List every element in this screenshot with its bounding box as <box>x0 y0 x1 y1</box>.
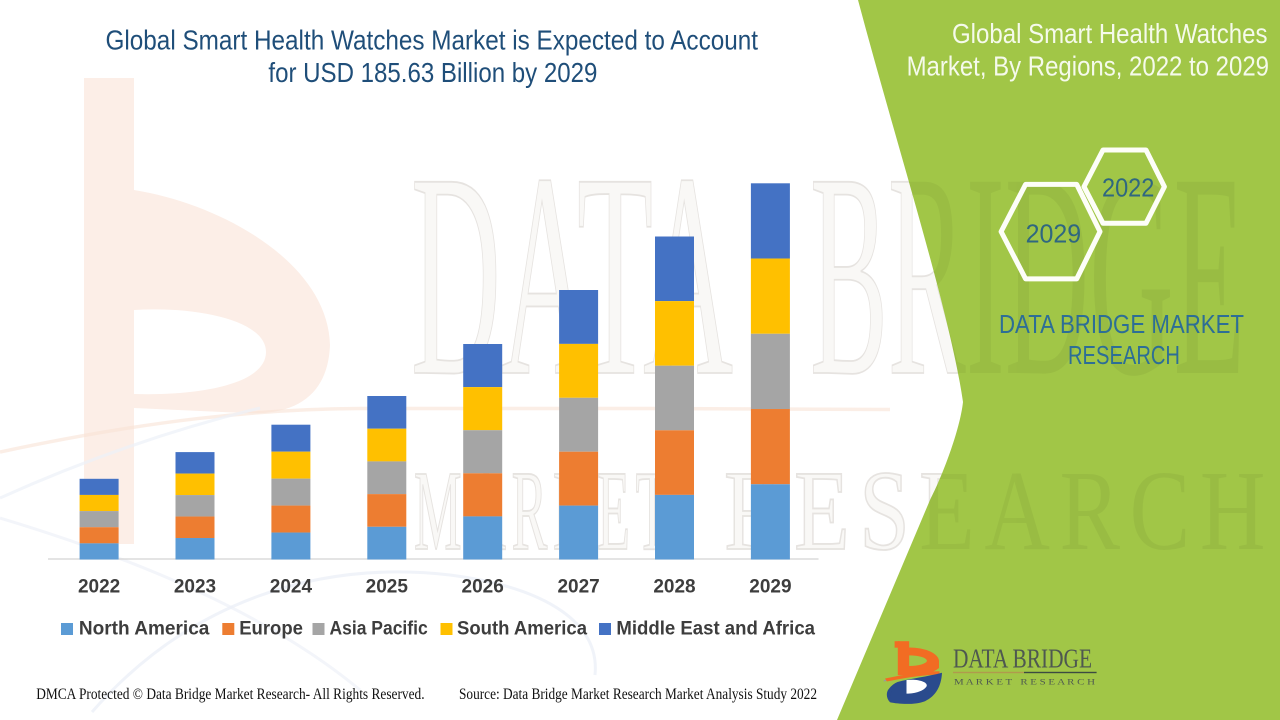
svg-text:2024: 2024 <box>270 576 313 597</box>
svg-text:2029: 2029 <box>1026 219 1082 249</box>
svg-text:2022: 2022 <box>1102 173 1154 203</box>
svg-text:2029: 2029 <box>749 576 791 597</box>
svg-text:M A R K E T R E S E A R C H: M A R K E T R E S E A R C H <box>954 678 1095 687</box>
svg-text:2022: 2022 <box>78 576 120 597</box>
svg-text:South America: South America <box>457 618 587 639</box>
svg-text:Europe: Europe <box>239 618 303 639</box>
svg-text:Middle East and Africa: Middle East and Africa <box>616 618 815 639</box>
svg-text:DMCA Protected © Data Bridge M: DMCA Protected © Data Bridge Market Rese… <box>36 686 424 703</box>
svg-text:North America: North America <box>79 618 210 639</box>
svg-text:2026: 2026 <box>462 576 504 597</box>
svg-text:MARKET: MARKET <box>414 447 674 574</box>
svg-text:RESEARCH: RESEARCH <box>1068 340 1180 370</box>
svg-text:Source: Data Bridge Market Res: Source: Data Bridge Market Research Mark… <box>459 686 817 703</box>
svg-text:2023: 2023 <box>174 576 216 597</box>
svg-text:DATA BRIDGE: DATA BRIDGE <box>953 644 1092 674</box>
svg-text:Global Smart Health Watches: Global Smart Health Watches <box>952 18 1268 49</box>
svg-text:Global Smart Health Watches Ma: Global Smart Health Watches Market is Ex… <box>106 25 759 56</box>
svg-text:Asia Pacific: Asia Pacific <box>330 618 429 639</box>
svg-text:2028: 2028 <box>653 576 695 597</box>
svg-text:2025: 2025 <box>366 576 409 597</box>
svg-text:DATA BRIDGE MARKET: DATA BRIDGE MARKET <box>999 309 1244 339</box>
svg-text:for USD 185.63 Billion by 2029: for USD 185.63 Billion by 2029 <box>268 57 597 88</box>
svg-text:Market, By Regions, 2022 to 20: Market, By Regions, 2022 to 2029 <box>907 51 1269 82</box>
svg-text:2027: 2027 <box>557 576 599 597</box>
